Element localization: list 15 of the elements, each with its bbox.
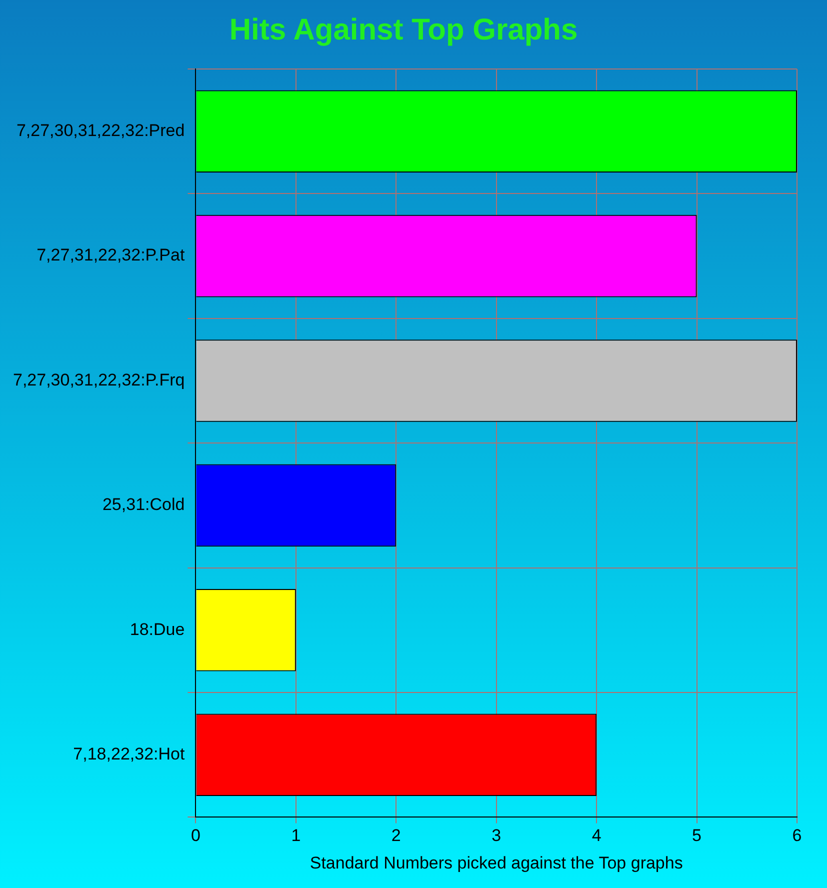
- x-axis-title: Standard Numbers picked against the Top graphs: [310, 853, 683, 872]
- x-tick-label: 4: [592, 826, 602, 846]
- y-tick-label: 18:Due: [130, 620, 185, 639]
- y-tick-label: 25,31:Cold: [102, 495, 185, 514]
- x-tick-label: 1: [291, 826, 301, 846]
- x-tick-label: 0: [190, 826, 200, 846]
- y-tick-label: 7,27,31,22,32:P.Pat: [36, 246, 185, 265]
- x-tick-label: 6: [792, 826, 802, 846]
- x-tick-label: 2: [391, 826, 401, 846]
- x-tick-label: 3: [492, 826, 502, 846]
- chart-title: Hits Against Top Graphs: [229, 13, 578, 46]
- x-tick-label: 5: [692, 826, 702, 846]
- y-tick-label: 7,18,22,32:Hot: [73, 744, 185, 764]
- y-tick-label: 7,27,30,31,22,32:P.Frq: [12, 370, 185, 390]
- y-tick-label: 7,27,30,31,22,32:Pred: [16, 121, 185, 140]
